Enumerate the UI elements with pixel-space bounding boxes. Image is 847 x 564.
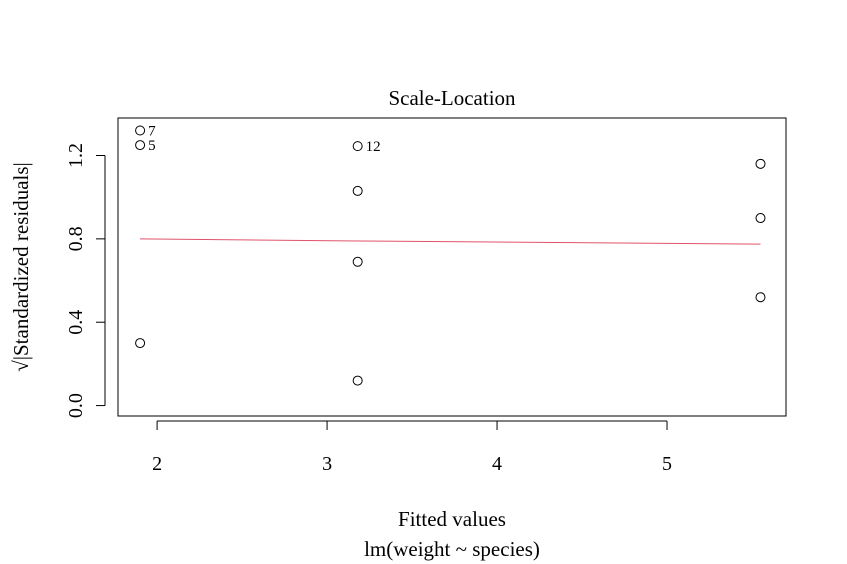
smooth-line [140, 238, 761, 245]
data-point [755, 292, 766, 303]
smooth-line-group [140, 238, 761, 245]
data-point [352, 256, 363, 267]
y-tick-label: 0.0 [65, 393, 87, 418]
data-point [135, 125, 146, 136]
x-tick-label: 2 [152, 453, 162, 475]
x-axis-sublabel: lm(weight ~ species) [364, 537, 540, 561]
data-point [352, 185, 363, 196]
data-point [135, 140, 146, 151]
data-point [755, 158, 766, 169]
x-tick-label: 5 [662, 453, 672, 475]
y-axis-label-text: |Standardized residuals| [9, 162, 33, 360]
svg-text:√|Standardized residuals|: √|Standardized residuals| [9, 162, 33, 371]
point-label: 7 [148, 124, 156, 140]
x-axis: 2 3 4 5 [152, 420, 672, 475]
data-point [135, 338, 146, 349]
y-tick-label: 0.4 [65, 310, 87, 335]
y-axis-label-root: √ [9, 360, 33, 372]
data-point [352, 375, 363, 386]
x-axis-label: Fitted values [398, 507, 506, 531]
y-tick-label: 1.2 [65, 143, 87, 168]
y-axis: 0.0 0.4 0.8 1.2 [65, 143, 106, 418]
x-tick-label: 3 [322, 453, 332, 475]
point-label: 5 [148, 138, 156, 154]
data-point [755, 213, 766, 224]
plot-frame [117, 117, 787, 417]
y-tick-label: 0.8 [65, 226, 87, 251]
data-point [352, 141, 363, 152]
point-label: 12 [366, 139, 381, 155]
x-tick-label: 4 [492, 453, 502, 475]
points-group: 75 12 [135, 124, 766, 386]
y-axis-label: √|Standardized residuals| [9, 162, 33, 371]
chart-title: Scale-Location [388, 86, 516, 110]
